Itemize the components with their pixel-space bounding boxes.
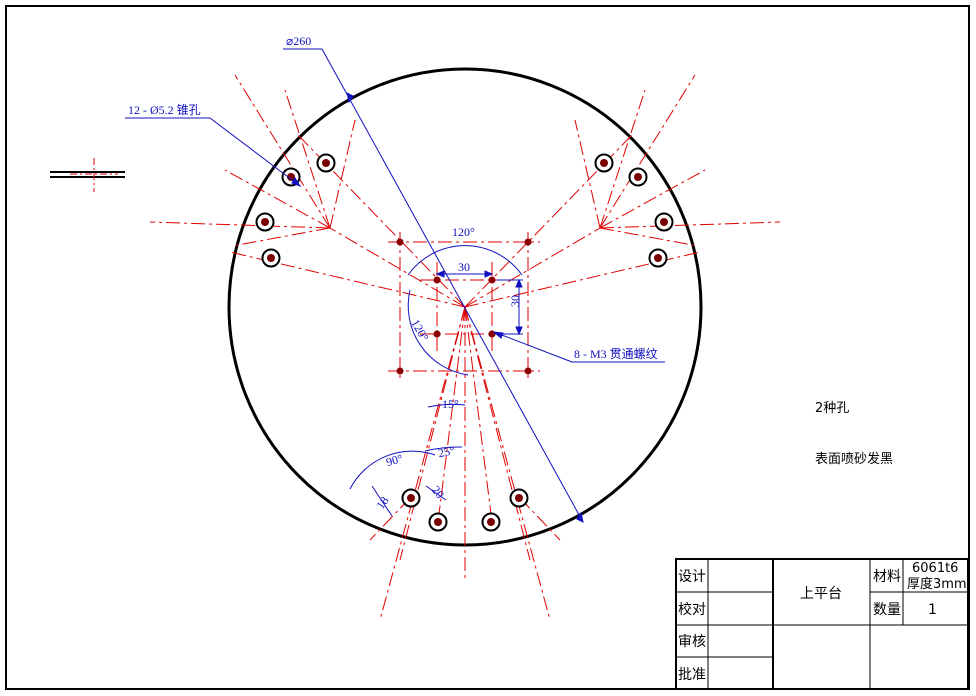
countersink-hole bbox=[654, 212, 674, 232]
countersink-hole bbox=[509, 488, 529, 508]
countersink-hole bbox=[316, 153, 336, 173]
angle-120-top: 120° bbox=[452, 225, 475, 239]
title-design-label: 设计 bbox=[678, 569, 706, 585]
countersink-hole bbox=[261, 248, 281, 268]
material-value-line2: 厚度3mm bbox=[907, 576, 967, 592]
countersink-hole bbox=[481, 512, 501, 532]
countersink-holes-label: 12 - Ø5.2 锥孔 bbox=[128, 103, 201, 117]
thread-hole bbox=[488, 276, 496, 284]
left-section-cross bbox=[70, 158, 118, 192]
drawing-frame bbox=[5, 5, 970, 690]
thread-hole bbox=[433, 330, 441, 338]
countersink-hole bbox=[594, 153, 614, 173]
material-value-line1: 6061t6 bbox=[912, 561, 958, 576]
quantity-value: 1 bbox=[928, 602, 937, 618]
countersink-hole bbox=[628, 167, 648, 187]
dimension-30-height: 30 bbox=[508, 295, 522, 307]
material-label: 材料 bbox=[873, 569, 901, 585]
quantity-label: 数量 bbox=[873, 602, 901, 618]
thread-hole bbox=[396, 367, 404, 375]
title-review-label: 审核 bbox=[678, 634, 706, 650]
countersink-hole bbox=[255, 212, 275, 232]
note-surface: 表面喷砂发黑 bbox=[815, 451, 893, 467]
length-18: 18 bbox=[373, 494, 391, 512]
thread-hole bbox=[524, 238, 532, 246]
center-lines bbox=[149, 74, 781, 621]
left-section-mark bbox=[50, 171, 125, 178]
countersink-hole bbox=[428, 512, 448, 532]
note-hole-types: 2种孔 bbox=[815, 401, 849, 416]
diameter-dimension: ⌀260 bbox=[286, 34, 311, 48]
thread-holes bbox=[396, 238, 532, 375]
thread-hole bbox=[396, 238, 404, 246]
title-approve-label: 批准 bbox=[678, 667, 706, 683]
dimension-lines bbox=[125, 48, 665, 523]
thread-holes-label: 8 - M3 贯通螺纹 bbox=[574, 347, 658, 361]
angle-90: 90° bbox=[384, 451, 404, 469]
angle-25: 25° bbox=[437, 443, 457, 460]
angle-120-left: 120° bbox=[408, 317, 432, 344]
angle-15: 15° bbox=[442, 397, 459, 411]
thread-hole bbox=[524, 367, 532, 375]
part-name: 上平台 bbox=[800, 586, 842, 602]
thread-hole bbox=[433, 276, 441, 284]
title-block bbox=[675, 558, 969, 690]
title-check-label: 校对 bbox=[678, 601, 706, 618]
dimension-30-width: 30 bbox=[458, 260, 470, 274]
countersink-hole bbox=[401, 488, 421, 508]
countersink-hole bbox=[648, 248, 668, 268]
countersink-holes bbox=[255, 153, 674, 532]
